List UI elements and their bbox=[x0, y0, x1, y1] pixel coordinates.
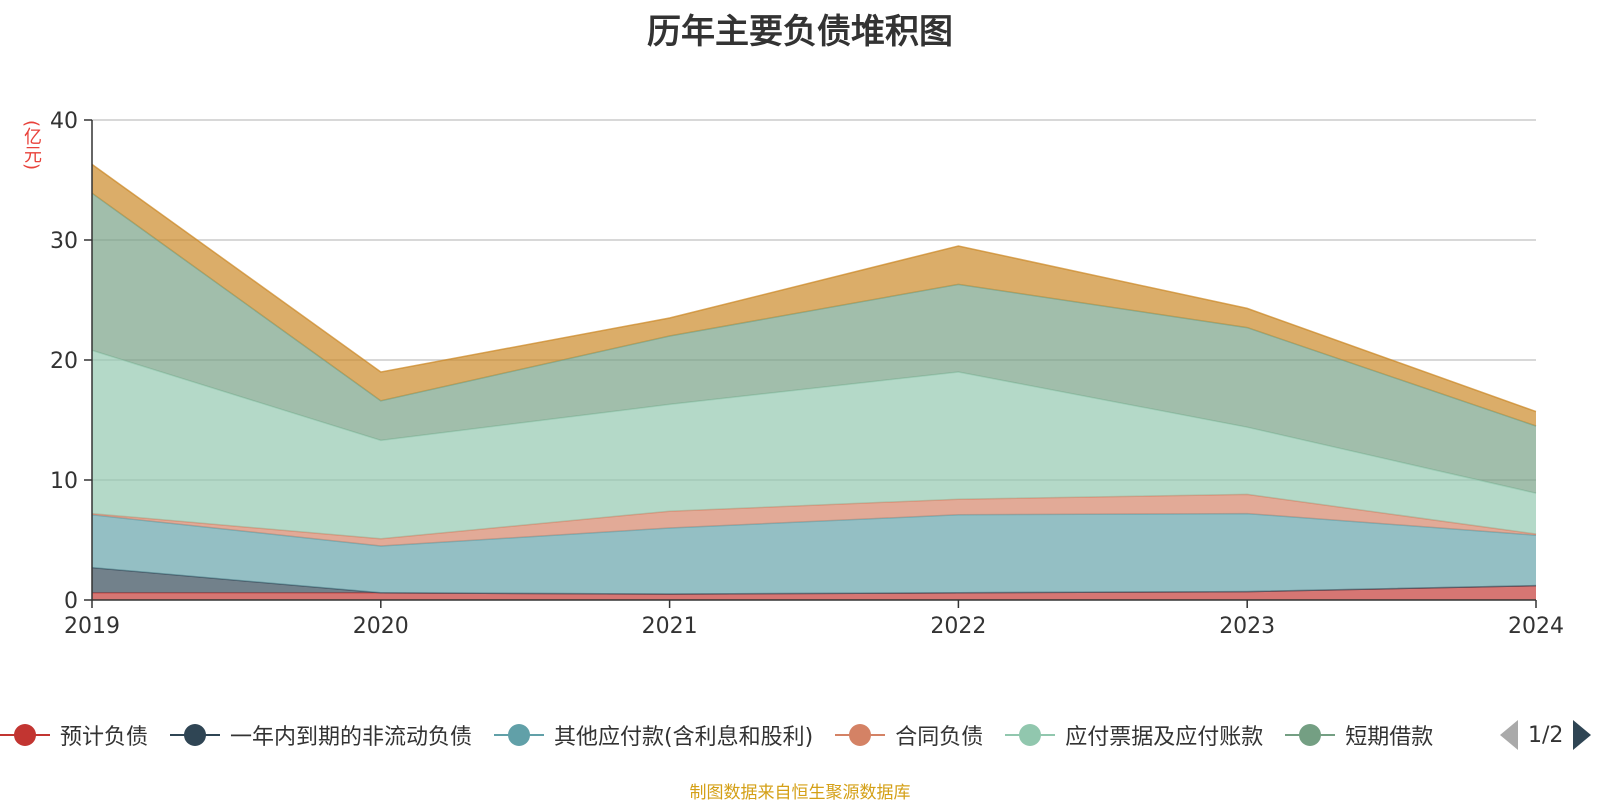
y-tick-label: 10 bbox=[50, 469, 78, 494]
legend-marker-icon bbox=[0, 723, 50, 747]
area-series-6[interactable] bbox=[92, 164, 1536, 426]
axis-layer: 0 10 20 30 40 2019 2020 2021 2022 2023 2024 bbox=[50, 109, 1564, 639]
y-tick-label: 40 bbox=[50, 109, 78, 134]
area-series-1[interactable] bbox=[92, 567, 1536, 594]
y-tick-label: 20 bbox=[50, 349, 78, 374]
legend-label: 一年内到期的非流动负债 bbox=[230, 725, 473, 750]
x-tick-label: 2019 bbox=[64, 614, 120, 639]
area-series-0[interactable] bbox=[92, 585, 1536, 600]
legend-item[interactable]: 预计负债 bbox=[0, 719, 148, 751]
legend-label: 合同负债 bbox=[895, 725, 984, 750]
area-series-3[interactable] bbox=[92, 494, 1536, 546]
data-source-note: 制图数据来自恒生聚源数据库 bbox=[689, 783, 911, 803]
legend-page-indicator: 1/2 bbox=[1528, 722, 1564, 748]
x-tick-label: 2021 bbox=[642, 614, 698, 639]
legend-label: 其他应付款(含利息和股利) bbox=[554, 725, 814, 750]
legend-next-page-icon[interactable] bbox=[1573, 720, 1592, 750]
legend-prev-page-icon[interactable] bbox=[1500, 720, 1518, 750]
legend-marker-icon bbox=[835, 723, 886, 747]
legend-item[interactable]: 应付票据及应付账款 bbox=[1005, 719, 1263, 751]
legend-item[interactable]: 一年内到期的非流动负债 bbox=[170, 719, 472, 751]
y-tick-label: 0 bbox=[64, 589, 78, 614]
legend-item[interactable]: 短期借款 bbox=[1285, 719, 1433, 751]
y-axis-unit-label: (亿元) bbox=[21, 120, 42, 171]
y-tick-label: 30 bbox=[50, 229, 78, 254]
x-tick-label: 2022 bbox=[930, 614, 986, 639]
chart-title: 历年主要负债堆积图 bbox=[647, 12, 953, 52]
legend: 预计负债 一年内到期的非流动负债 其他应付款(含利息和股利) 合同负债 应付票据及应付账… bbox=[0, 718, 1480, 752]
legend-marker-icon bbox=[1285, 723, 1336, 747]
legend-item[interactable]: 合同负债 bbox=[835, 719, 983, 751]
area-series-2[interactable] bbox=[92, 513, 1536, 594]
area-layer bbox=[91, 163, 1537, 600]
area-series-line-6 bbox=[91, 163, 1537, 413]
legend-marker-icon bbox=[494, 723, 545, 747]
x-tick-label: 2023 bbox=[1219, 614, 1275, 639]
legend-pager: 1/2 bbox=[1500, 715, 1592, 755]
legend-marker-icon bbox=[170, 723, 221, 747]
legend-marker-icon bbox=[1005, 723, 1056, 747]
area-series-5[interactable] bbox=[92, 193, 1536, 494]
legend-item[interactable]: 其他应付款(含利息和股利) bbox=[494, 719, 813, 751]
x-tick-label: 2020 bbox=[353, 614, 409, 639]
x-tick-label: 2024 bbox=[1508, 614, 1564, 639]
legend-label: 应付票据及应付账款 bbox=[1065, 725, 1264, 750]
legend-label: 短期借款 bbox=[1345, 725, 1434, 750]
legend-label: 预计负债 bbox=[60, 725, 149, 750]
area-series-4[interactable] bbox=[92, 350, 1536, 539]
